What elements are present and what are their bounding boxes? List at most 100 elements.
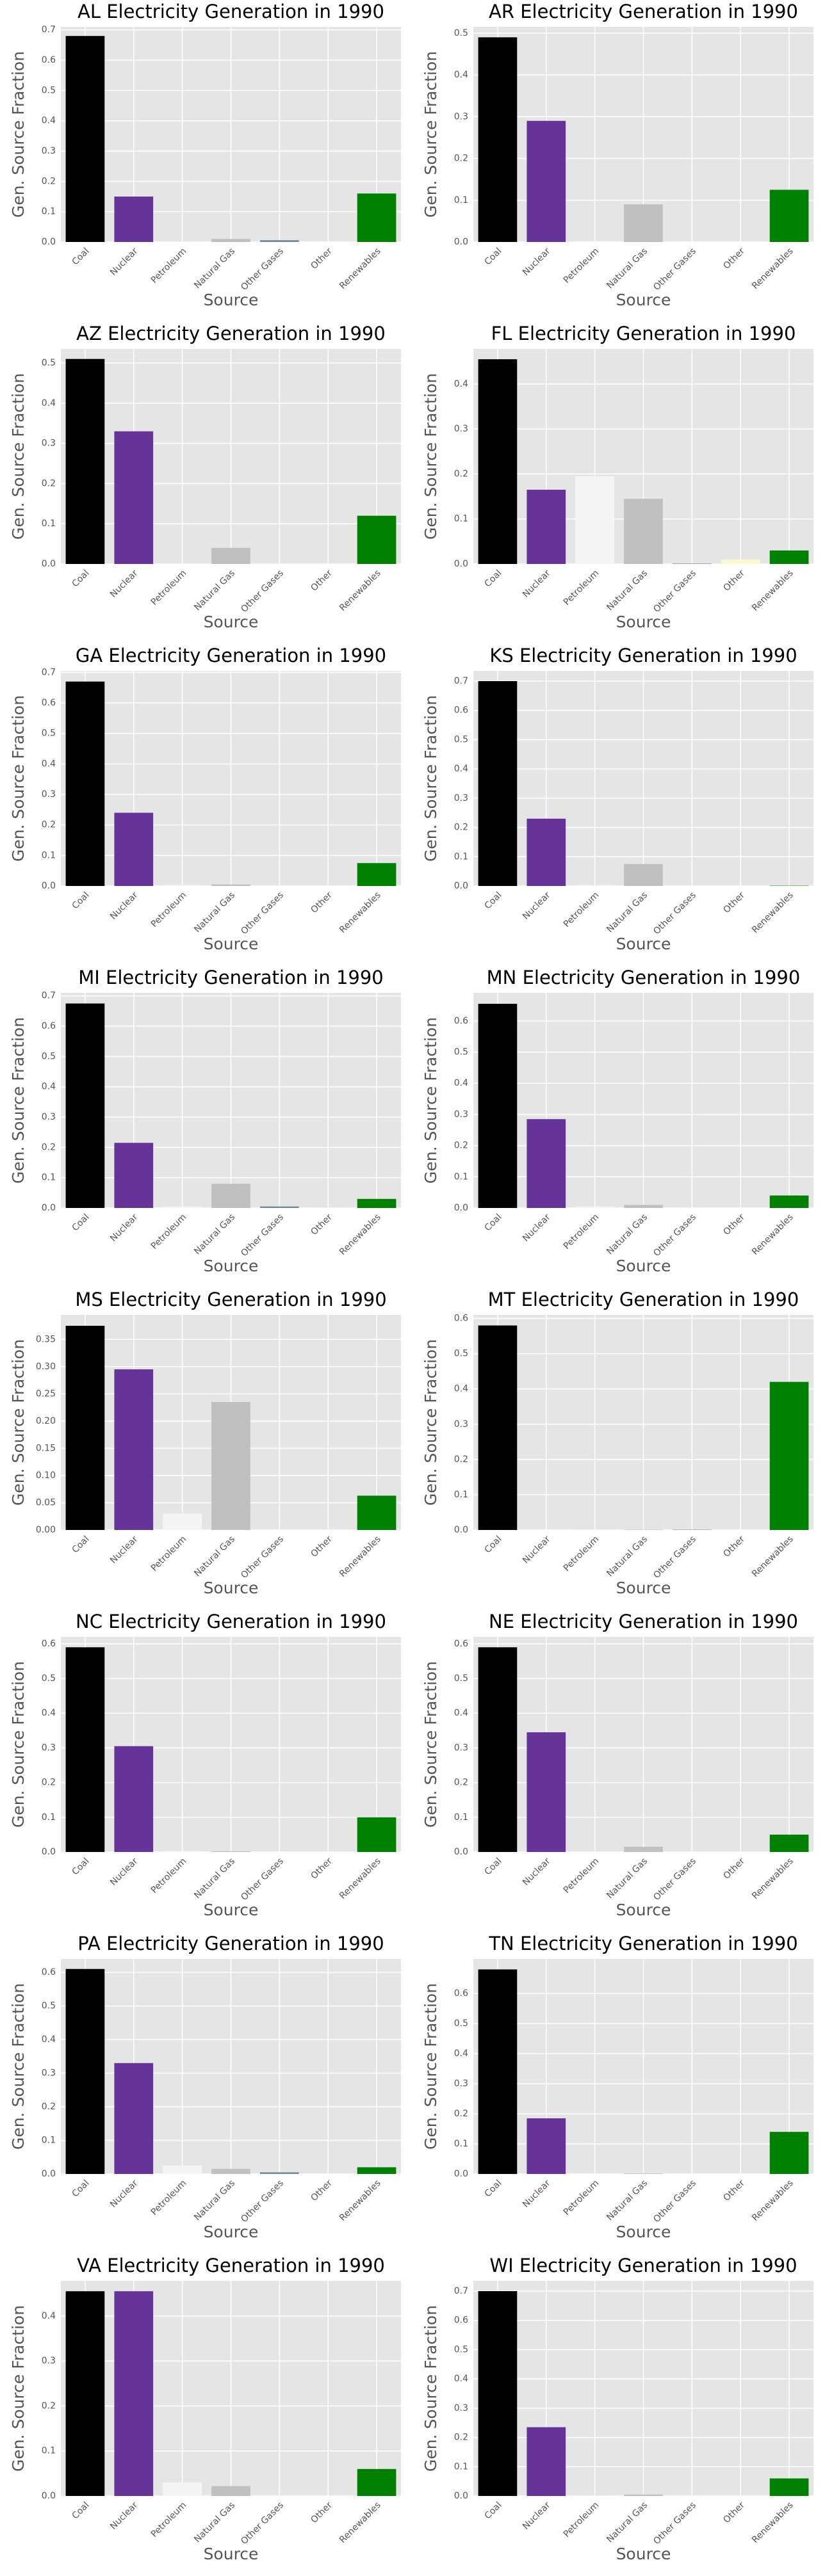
- y-tick-label: 0.2: [42, 478, 56, 488]
- y-tick-label: 0.4: [42, 759, 56, 769]
- chart-title: WI Electricity Generation in 1990: [489, 2255, 797, 2276]
- bar: [65, 681, 105, 886]
- bar: [65, 1003, 105, 1208]
- x-tick-label: Other: [721, 246, 747, 271]
- x-axis-label: Source: [616, 291, 671, 309]
- x-tick-label: Nuclear: [521, 1534, 553, 1566]
- x-tick-label: Natural Gas: [192, 1534, 237, 1579]
- y-tick-label: 0.3: [454, 1743, 468, 1753]
- y-tick-label: 0.30: [36, 1362, 56, 1372]
- y-tick-label: 0.0: [42, 1847, 56, 1857]
- x-tick-label: Nuclear: [521, 568, 553, 600]
- x-tick-label: Natural Gas: [192, 890, 237, 935]
- x-tick-label: Natural Gas: [605, 2500, 649, 2545]
- chart-title: NC Electricity Generation in 1990: [76, 1611, 386, 1632]
- x-tick-label: Nuclear: [521, 890, 553, 922]
- y-tick-label: 0.6: [454, 2315, 468, 2326]
- x-tick-label: Natural Gas: [192, 2178, 237, 2223]
- bar: [211, 239, 250, 242]
- bar: [478, 359, 518, 564]
- x-tick-label: Other: [309, 1534, 334, 1559]
- x-tick-label: Other: [721, 1212, 747, 1237]
- y-tick-label: 0.1: [42, 2446, 56, 2456]
- y-tick-label: 0.7: [454, 676, 468, 686]
- y-tick-label: 0.4: [42, 1708, 56, 1718]
- y-tick-label: 0.3: [454, 1419, 468, 1429]
- y-tick-label: 0.0: [42, 1203, 56, 1213]
- y-tick-label: 0.6: [454, 705, 468, 716]
- x-tick-label: Coal: [482, 1856, 503, 1877]
- y-tick-label: 0.20: [36, 1416, 56, 1426]
- x-tick-label: Natural Gas: [605, 890, 649, 935]
- x-tick-label: Renewables: [338, 2178, 383, 2223]
- y-axis-label: Gen. Source Fraction: [421, 695, 440, 862]
- x-axis-label: Source: [616, 1257, 671, 1275]
- x-tick-label: Nuclear: [108, 246, 140, 278]
- chart-panel: 0.0 0.1 0.2 0.3 0.4 0.5 0.6 Coal Nuclear Petroleu…: [421, 1611, 813, 1919]
- x-tick-label: Natural Gas: [605, 246, 649, 291]
- bar: [673, 563, 712, 564]
- x-tick-label: Coal: [70, 246, 91, 267]
- chart-title: FL Electricity Generation in 1990: [491, 323, 796, 344]
- y-tick-label: 0.7: [42, 667, 56, 677]
- y-tick-label: 0.6: [454, 1988, 468, 1999]
- x-tick-label: Renewables: [338, 1856, 383, 1901]
- chart-panel: 0.00 0.05 0.10 0.15 0.20 0.25 0.30 0.35 Coal Nucl…: [9, 1289, 401, 1597]
- x-tick-label: Natural Gas: [192, 2500, 237, 2545]
- x-tick-label: Nuclear: [521, 2178, 553, 2210]
- bar: [114, 2291, 154, 2496]
- chart-title: TN Electricity Generation in 1990: [488, 1933, 797, 1954]
- x-axis-label: Source: [204, 613, 259, 631]
- x-axis-label: Source: [204, 2223, 259, 2241]
- x-tick-label: Other: [309, 1856, 334, 1881]
- y-tick-label: 0.1: [454, 195, 468, 205]
- y-tick-label: 0.0: [454, 881, 468, 891]
- bar: [357, 1198, 396, 1208]
- bar: [527, 818, 566, 886]
- x-tick-label: Other Gases: [651, 2500, 698, 2547]
- y-tick-label: 0.4: [454, 1078, 468, 1088]
- y-axis-label: Gen. Source Fraction: [9, 1339, 28, 1506]
- y-tick-label: 0.4: [42, 398, 56, 408]
- x-tick-label: Other Gases: [651, 890, 698, 937]
- bar: [163, 2482, 202, 2496]
- y-tick-label: 0.2: [42, 820, 56, 830]
- y-tick-label: 0.00: [36, 1525, 56, 1535]
- x-tick-label: Nuclear: [108, 568, 140, 600]
- y-tick-label: 0.35: [36, 1334, 56, 1344]
- x-tick-label: Coal: [70, 1856, 91, 1877]
- x-tick-label: Other: [309, 2178, 334, 2203]
- bar: [478, 1647, 518, 1852]
- bar: [163, 885, 202, 886]
- x-tick-label: Nuclear: [108, 1856, 140, 1888]
- x-tick-label: Other Gases: [239, 1212, 286, 1259]
- x-axis-label: Source: [204, 1257, 259, 1275]
- bar: [575, 2495, 614, 2496]
- x-tick-label: Other Gases: [239, 2500, 286, 2547]
- y-tick-label: 0.3: [454, 424, 468, 434]
- y-tick-label: 0.3: [454, 2079, 468, 2089]
- y-tick-label: 0.0: [454, 559, 468, 569]
- x-tick-label: Other Gases: [651, 1856, 698, 1903]
- x-axis-label: Source: [616, 2223, 671, 2241]
- y-tick-label: 0.1: [454, 514, 468, 524]
- y-tick-label: 0.3: [42, 1112, 56, 1122]
- bar: [260, 2172, 299, 2174]
- chart-title: AL Electricity Generation in 1990: [78, 1, 384, 22]
- bar: [769, 2132, 809, 2174]
- bar: [65, 1326, 105, 1530]
- chart-title: MI Electricity Generation in 1990: [78, 967, 384, 988]
- y-tick-label: 0.4: [454, 764, 468, 774]
- bar: [769, 1381, 809, 1530]
- bar: [478, 37, 518, 243]
- x-tick-label: Coal: [70, 568, 91, 589]
- y-tick-label: 0.4: [454, 2049, 468, 2059]
- y-tick-label: 0.0: [42, 237, 56, 247]
- bar: [624, 2494, 663, 2496]
- x-tick-label: Nuclear: [108, 2178, 140, 2210]
- y-tick-label: 0.1: [42, 1173, 56, 1183]
- y-tick-label: 0.0: [42, 559, 56, 569]
- x-tick-label: Petroleum: [562, 568, 601, 608]
- bar: [260, 240, 299, 242]
